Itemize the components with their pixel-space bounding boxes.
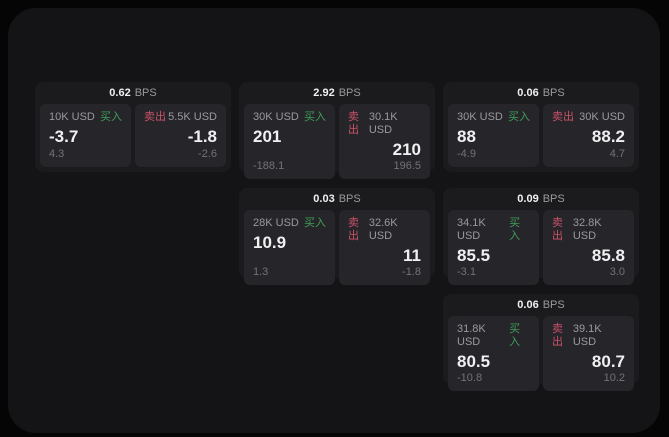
buy-panel[interactable]: 34.1K USD 买入 85.5 -3.1 xyxy=(448,210,539,285)
buy-panel[interactable]: 30K USD 买入 88 -4.9 xyxy=(448,104,539,167)
buy-size: 30K USD xyxy=(457,111,503,123)
sell-side-label: 卖出 xyxy=(552,111,574,123)
buy-panel[interactable]: 30K USD 买入 201 -188.1 xyxy=(244,104,335,179)
buy-size: 34.1K USD xyxy=(457,217,486,242)
quote-panels: 10K USD 买入 -3.7 4.3 卖出 5.5K USD -1.8 -2.… xyxy=(40,104,226,167)
quote-panels: 31.8K USD 买入 80.5 -10.8 卖出 39.1K USD 80.… xyxy=(448,316,634,391)
buy-panel[interactable]: 31.8K USD 买入 80.5 -10.8 xyxy=(448,316,539,391)
buy-size: 30K USD xyxy=(253,111,299,123)
sell-change: 3.0 xyxy=(609,266,625,278)
bps-unit: BPS xyxy=(542,299,565,311)
buy-size: 31.8K USD xyxy=(457,323,486,348)
sell-side-label: 卖出 xyxy=(348,217,359,242)
bps-unit: BPS xyxy=(542,87,565,99)
sell-panel[interactable]: 卖出 32.6K USD 11 -1.8 xyxy=(339,210,430,285)
sell-change: 4.7 xyxy=(609,148,625,160)
buy-change: 1.3 xyxy=(253,266,269,278)
bps-header: 0.62 BPS xyxy=(40,82,226,104)
buy-size: 28K USD xyxy=(253,217,299,229)
bps-value: 0.06 xyxy=(517,299,539,311)
quote-panels: 34.1K USD 买入 85.5 -3.1 卖出 32.8K USD 85.8… xyxy=(448,210,634,285)
sell-panel[interactable]: 卖出 5.5K USD -1.8 -2.6 xyxy=(135,104,226,167)
sell-price: 210 xyxy=(392,140,421,159)
quote-card: 2.92 BPS 30K USD 买入 201 -188.1 卖出 30.1K … xyxy=(239,82,435,179)
sell-size: 32.8K USD xyxy=(572,217,602,242)
bps-value: 0.09 xyxy=(517,193,539,205)
buy-side-label: 买入 xyxy=(304,111,326,123)
sell-side-label: 卖出 xyxy=(552,217,563,242)
buy-side-label: 买入 xyxy=(509,217,521,242)
sell-change: 196.5 xyxy=(393,160,421,172)
sell-change: -1.8 xyxy=(402,266,421,278)
bps-unit: BPS xyxy=(542,193,565,205)
buy-side-label: 买入 xyxy=(508,111,530,123)
sell-size: 32.6K USD xyxy=(368,217,398,242)
bps-header: 0.06 BPS xyxy=(448,82,634,104)
bps-header: 0.06 BPS xyxy=(448,294,634,316)
quote-card: 0.09 BPS 34.1K USD 买入 85.5 -3.1 卖出 32.8K… xyxy=(443,188,639,285)
quote-card: 0.06 BPS 30K USD 买入 88 -4.9 卖出 30K USD xyxy=(443,82,639,172)
sell-panel[interactable]: 卖出 39.1K USD 80.7 10.2 xyxy=(543,316,634,391)
sell-price: 88.2 xyxy=(591,127,625,146)
sell-change: -2.6 xyxy=(198,148,217,160)
quote-card: 0.03 BPS 28K USD 买入 10.9 1.3 卖出 32.6K US… xyxy=(239,188,435,285)
sell-side-label: 卖出 xyxy=(552,323,563,348)
sell-panel[interactable]: 卖出 32.8K USD 85.8 3.0 xyxy=(543,210,634,285)
quote-card: 0.62 BPS 10K USD 买入 -3.7 4.3 卖出 5.5K USD xyxy=(35,82,231,172)
bps-unit: BPS xyxy=(134,87,157,99)
sell-price: 85.8 xyxy=(591,246,625,265)
bps-value: 0.62 xyxy=(109,87,131,99)
quote-grid: 0.62 BPS 10K USD 买入 -3.7 4.3 卖出 5.5K USD xyxy=(35,82,639,391)
buy-price: 201 xyxy=(253,127,282,146)
sell-price: 80.7 xyxy=(591,352,625,371)
sell-panel[interactable]: 卖出 30K USD 88.2 4.7 xyxy=(543,104,634,167)
quote-panels: 30K USD 买入 201 -188.1 卖出 30.1K USD 210 1… xyxy=(244,104,430,179)
sell-size: 5.5K USD xyxy=(168,111,217,123)
buy-price: 85.5 xyxy=(457,246,491,265)
bps-header: 0.09 BPS xyxy=(448,188,634,210)
sell-size: 39.1K USD xyxy=(572,323,602,348)
quote-card: 0.06 BPS 31.8K USD 买入 80.5 -10.8 卖出 39.1… xyxy=(443,294,639,391)
quote-panels: 30K USD 买入 88 -4.9 卖出 30K USD 88.2 4.7 xyxy=(448,104,634,167)
bps-unit: BPS xyxy=(338,87,361,99)
sell-price: -1.8 xyxy=(187,127,217,146)
buy-price: 10.9 xyxy=(253,233,287,252)
bps-value: 2.92 xyxy=(313,87,335,99)
buy-panel[interactable]: 28K USD 买入 10.9 1.3 xyxy=(244,210,335,285)
buy-side-label: 买入 xyxy=(304,217,326,229)
bps-header: 2.92 BPS xyxy=(244,82,430,104)
sell-side-label: 卖出 xyxy=(348,111,359,136)
quotes-board: 0.62 BPS 10K USD 买入 -3.7 4.3 卖出 5.5K USD xyxy=(8,8,660,433)
bps-value: 0.03 xyxy=(313,193,335,205)
bps-unit: BPS xyxy=(338,193,361,205)
buy-price: 88 xyxy=(457,127,476,146)
buy-price: 80.5 xyxy=(457,352,491,371)
buy-change: 4.3 xyxy=(49,148,65,160)
bps-header: 0.03 BPS xyxy=(244,188,430,210)
sell-size: 30K USD xyxy=(579,111,625,123)
sell-price: 11 xyxy=(403,246,421,265)
bps-value: 0.06 xyxy=(517,87,539,99)
sell-change: 10.2 xyxy=(603,372,625,384)
sell-size: 30.1K USD xyxy=(368,111,398,136)
sell-panel[interactable]: 卖出 30.1K USD 210 196.5 xyxy=(339,104,430,179)
buy-price: -3.7 xyxy=(49,127,79,146)
quote-panels: 28K USD 买入 10.9 1.3 卖出 32.6K USD 11 -1.8 xyxy=(244,210,430,285)
buy-change: -10.8 xyxy=(457,372,483,384)
buy-size: 10K USD xyxy=(49,111,95,123)
buy-change: -188.1 xyxy=(253,160,285,172)
buy-panel[interactable]: 10K USD 买入 -3.7 4.3 xyxy=(40,104,131,167)
buy-change: -4.9 xyxy=(457,148,476,160)
buy-side-label: 买入 xyxy=(100,111,122,123)
buy-side-label: 买入 xyxy=(509,323,521,348)
sell-side-label: 卖出 xyxy=(144,111,166,123)
buy-change: -3.1 xyxy=(457,266,476,278)
